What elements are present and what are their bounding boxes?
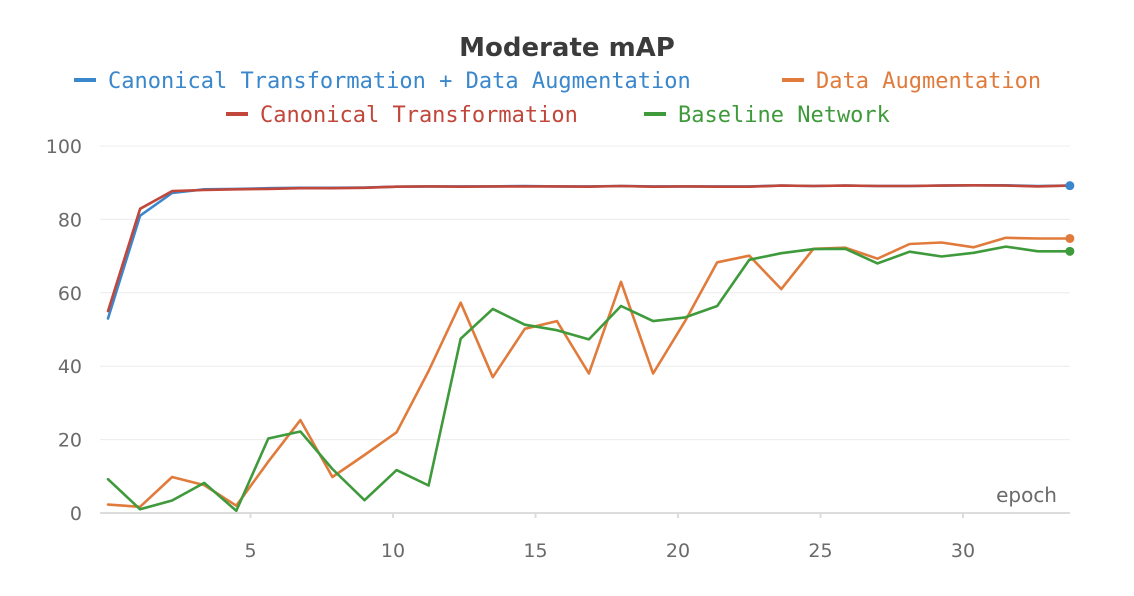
series-line — [106, 245, 1072, 513]
series-endpoint — [1065, 233, 1075, 243]
y-tick-label: 60 — [58, 283, 82, 305]
x-tick-label: 30 — [951, 540, 975, 562]
chart-title: Moderate mAP — [459, 33, 675, 63]
legend-entry: Data Augmentation — [816, 69, 1041, 94]
y-tick-label: 80 — [58, 209, 82, 231]
legend-entry: Canonical Transformation + Data Augmenta… — [108, 69, 691, 94]
legend: Canonical Transformation + Data Augmenta… — [74, 69, 1041, 128]
series-endpoint — [1065, 181, 1075, 191]
legend-entry: Baseline Network — [678, 103, 890, 128]
x-axis: 5 10 15 20 25 30 — [244, 513, 975, 562]
y-axis: 0 20 40 60 80 100 — [46, 136, 82, 525]
x-axis-label: epoch — [996, 483, 1057, 507]
series-line — [106, 184, 1072, 313]
y-tick-label: 0 — [70, 503, 82, 525]
x-tick-label: 10 — [381, 540, 405, 562]
legend-entry: Canonical Transformation — [260, 103, 578, 128]
x-tick-label: 20 — [666, 540, 690, 562]
y-tick-label: 100 — [46, 136, 82, 158]
x-tick-label: 5 — [244, 540, 256, 562]
series-group — [106, 181, 1075, 513]
x-tick-label: 15 — [523, 540, 547, 562]
series-line — [106, 184, 1072, 320]
y-tick-label: 20 — [58, 430, 82, 452]
series-line — [106, 236, 1072, 509]
x-tick-label: 25 — [808, 540, 832, 562]
series-endpoint — [1065, 246, 1075, 256]
y-tick-label: 40 — [58, 356, 82, 378]
